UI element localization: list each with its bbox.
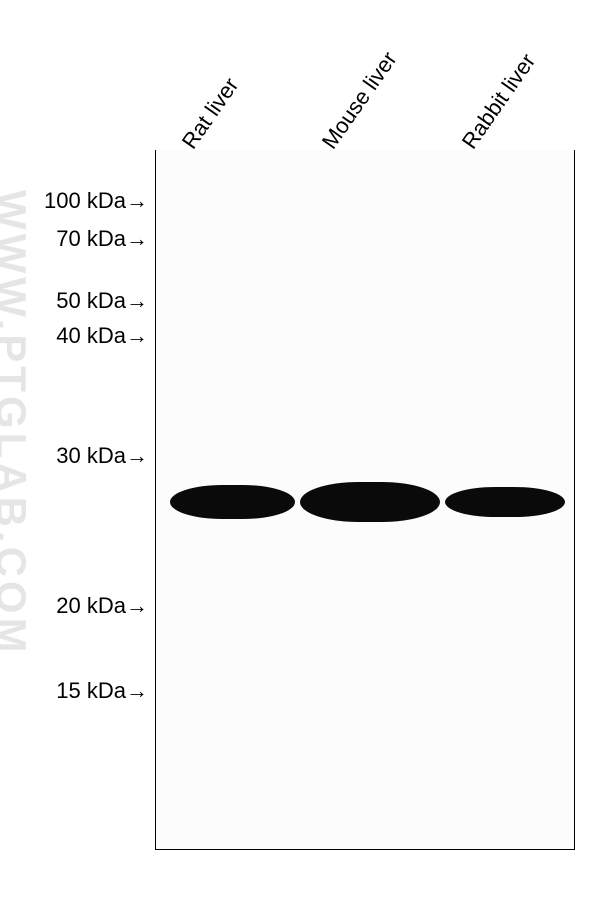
marker-label: 70 kDa→	[56, 226, 148, 252]
lane-label: Rat liver	[177, 73, 245, 154]
lane-label: Mouse liver	[317, 47, 403, 154]
protein-band	[445, 487, 565, 517]
blot-figure: WWW.PTGLAB.COM Rat liver Mouse liver Rab…	[0, 0, 600, 900]
marker-label: 20 kDa→	[56, 593, 148, 619]
marker-label: 15 kDa→	[56, 678, 148, 704]
marker-label: 100 kDa→	[44, 188, 148, 214]
marker-label: 50 kDa→	[56, 288, 148, 314]
watermark-text: WWW.PTGLAB.COM	[0, 190, 35, 657]
marker-label: 40 kDa→	[56, 323, 148, 349]
protein-band	[170, 485, 295, 519]
lane-label: Rabbit liver	[457, 49, 541, 154]
protein-band	[300, 482, 440, 522]
marker-label: 30 kDa→	[56, 443, 148, 469]
